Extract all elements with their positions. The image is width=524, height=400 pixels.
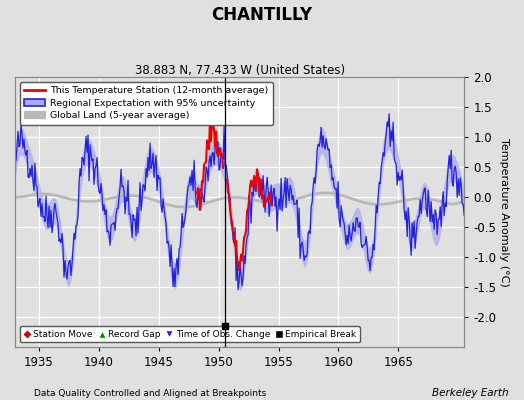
Text: Data Quality Controlled and Aligned at Breakpoints: Data Quality Controlled and Aligned at B…	[34, 389, 266, 398]
Legend: Station Move, Record Gap, Time of Obs. Change, Empirical Break: Station Move, Record Gap, Time of Obs. C…	[19, 326, 360, 342]
Y-axis label: Temperature Anomaly (°C): Temperature Anomaly (°C)	[499, 138, 509, 286]
Text: CHANTILLY: CHANTILLY	[212, 6, 312, 24]
Title: 38.883 N, 77.433 W (United States): 38.883 N, 77.433 W (United States)	[135, 64, 345, 77]
Text: Berkeley Earth: Berkeley Earth	[432, 388, 508, 398]
